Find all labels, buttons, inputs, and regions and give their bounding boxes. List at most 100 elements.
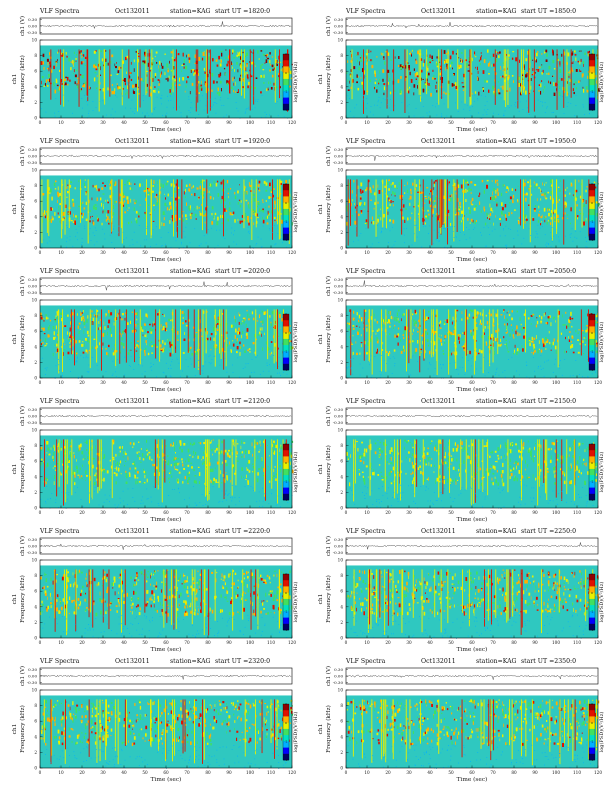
- spectrogram-cell: [427, 217, 429, 220]
- spectrogram-cell: [587, 71, 590, 73]
- spectrogram-cell: [134, 108, 136, 110]
- waveform-tick-label: 0.30: [28, 277, 37, 282]
- spectrogram-cell: [508, 58, 511, 60]
- spectrogram-cell: [92, 101, 94, 102]
- spectrogram-cell: [195, 69, 198, 72]
- spectrogram-cell: [270, 87, 273, 90]
- spectrogram-cell: [62, 352, 64, 356]
- spectrogram-cell: [379, 78, 380, 81]
- spectrogram-cell: [58, 442, 60, 446]
- spectrogram-cell: [475, 368, 477, 370]
- spectrogram-cell: [95, 472, 97, 475]
- spectrogram-cell: [563, 113, 565, 114]
- spectrogram-streak: [118, 179, 120, 237]
- spectrogram-cell: [84, 95, 86, 96]
- spectrogram-cell: [198, 72, 199, 76]
- spectrogram-cell: [248, 348, 251, 350]
- spectrogram-cell: [241, 320, 244, 322]
- spectrogram-cell: [454, 214, 457, 216]
- spectrogram-cell: [90, 446, 93, 451]
- spectrogram-cell: [558, 189, 561, 192]
- spectrogram-cell: [49, 335, 50, 337]
- spectrogram-cell: [523, 214, 525, 218]
- spectrogram-cell: [519, 349, 521, 353]
- spectrogram-cell: [210, 107, 212, 109]
- spectrogram-cell: [383, 321, 385, 325]
- spectrogram-cell: [443, 103, 445, 105]
- spectrogram-cell: [356, 54, 358, 56]
- spectrogram-cell: [169, 375, 171, 377]
- spectrogram-cell: [153, 453, 155, 455]
- spectrogram-cell: [458, 64, 460, 68]
- spectrogram-cell: [56, 311, 59, 314]
- spectrogram-cell: [510, 105, 512, 107]
- spectrogram-cell: [525, 58, 528, 62]
- spectrogram-cell: [441, 367, 442, 369]
- spectrogram-cell: [291, 469, 294, 474]
- spectrogram-streak: [159, 179, 161, 229]
- spectrogram-cell: [208, 462, 211, 466]
- spectrogram-cell: [238, 321, 240, 325]
- spectrogram-cell: [117, 70, 120, 74]
- spectrogram-cell: [161, 245, 163, 246]
- spectrogram-cell: [288, 452, 291, 456]
- spectrogram-cell: [394, 365, 396, 367]
- spectrogram-cell: [167, 193, 169, 197]
- spectrogram-cell: [211, 89, 213, 92]
- spectrogram-cell: [239, 64, 241, 68]
- spectrogram-cell: [107, 201, 109, 204]
- start-time-text: start UT =1920:0: [215, 138, 271, 145]
- spectrogram-cell: [198, 349, 200, 351]
- spectrogram-cell: [186, 80, 188, 84]
- spectrogram-cell: [465, 312, 467, 317]
- spectrogram-cell: [586, 325, 588, 327]
- spectrogram-cell: [363, 95, 364, 96]
- spectrogram-cell: [124, 451, 126, 455]
- spectrogram-cell: [378, 214, 381, 217]
- spectrogram-cell: [160, 191, 162, 194]
- spectrogram-cell: [175, 190, 177, 193]
- spectrogram-cell: [400, 339, 402, 342]
- spectrogram-cell: [122, 231, 124, 233]
- spectrogram-cell: [111, 467, 112, 471]
- spectrogram-cell: [540, 216, 543, 219]
- spectrogram-cell: [361, 81, 364, 85]
- spectrogram-cell: [241, 215, 243, 218]
- spectrogram-cell: [118, 215, 121, 220]
- spectrogram-cell: [216, 81, 218, 84]
- x-tick-label: 90: [226, 250, 232, 255]
- spectrogram-cell: [481, 335, 483, 339]
- spectrogram-cell: [362, 367, 364, 369]
- spectrogram-cell: [137, 53, 140, 54]
- spectrogram-streak: [551, 179, 553, 241]
- spectrogram-cell: [166, 63, 169, 68]
- spectrogram-cell: [65, 462, 68, 465]
- spectrogram-cell: [546, 360, 548, 362]
- spectrogram-cell: [525, 197, 527, 201]
- spectrogram-cell: [171, 328, 173, 331]
- spectrogram-cell: [479, 319, 482, 324]
- spectra-panel: VLF Spectra Oct132011 station=KAG start UT …: [0, 396, 300, 526]
- spectrogram-cell: [141, 453, 144, 457]
- spectrogram-cell: [377, 86, 379, 88]
- colorbar-segment: [283, 357, 289, 365]
- spectrogram-cell: [548, 244, 549, 246]
- spectrogram-cell: [91, 321, 94, 325]
- spectrogram-cell: [144, 213, 147, 215]
- spectrogram-cell: [571, 344, 574, 348]
- spectrogram-cell: [217, 193, 220, 197]
- spectrogram-cell: [191, 214, 193, 217]
- spectrogram-cell: [120, 342, 123, 346]
- spectrogram-cell: [440, 320, 442, 324]
- y-tick-label: 8: [34, 183, 37, 188]
- spectrogram-cell: [516, 310, 518, 313]
- spectrogram-cell: [545, 341, 548, 343]
- spectrogram-cell: [279, 327, 281, 329]
- spectrogram-cell: [445, 53, 448, 55]
- spectrogram-cell: [267, 57, 269, 60]
- spectrogram-cell: [46, 369, 47, 371]
- spectrogram-cell: [506, 311, 508, 314]
- spectrogram-cell: [194, 375, 196, 376]
- spectrogram-cell: [81, 242, 83, 243]
- spectrogram-cell: [529, 342, 531, 347]
